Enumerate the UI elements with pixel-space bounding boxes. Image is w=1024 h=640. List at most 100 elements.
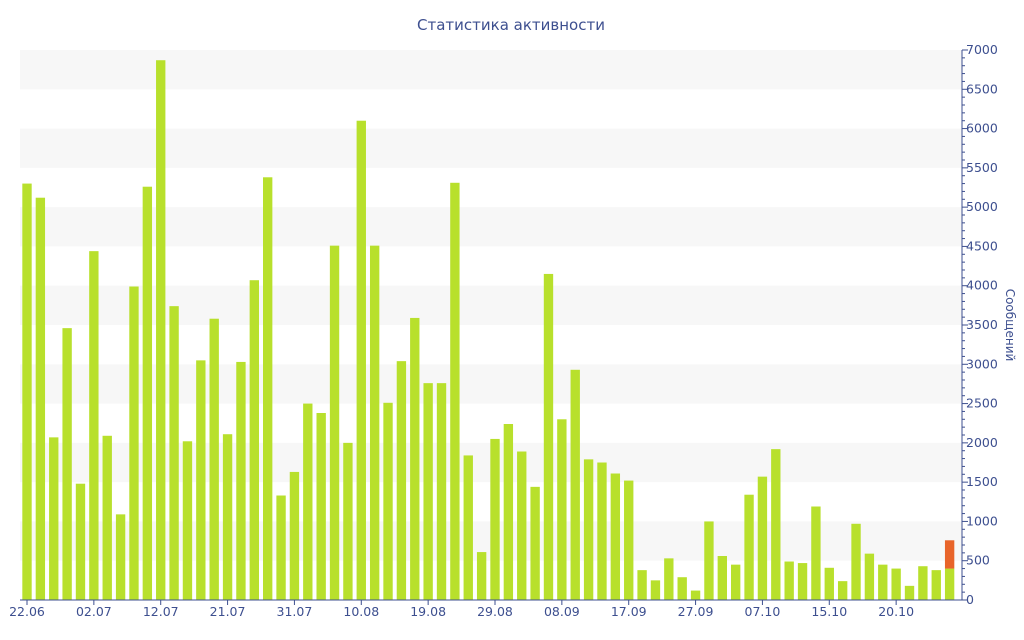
x-tick-label: 19.08 [410,604,446,619]
x-tick-label: 20.10 [878,604,914,619]
bar [410,317,420,600]
bar [797,563,808,600]
bar [530,486,540,600]
bar [490,438,500,600]
x-tick-label: 31.07 [277,604,313,619]
bar [878,564,888,600]
bar [543,273,554,600]
y-axis-title: Сообщений [1003,289,1017,362]
y-tick-label: 6500 [966,81,998,96]
bar [837,581,848,600]
bar [664,558,674,600]
y-tick-label: 6000 [966,121,998,136]
bar [717,556,727,600]
bar [851,523,861,600]
y-tick-label: 5000 [966,199,998,214]
bar [209,318,219,600]
bar [931,570,941,600]
y-tick-label: 5500 [966,160,998,175]
bar [22,183,32,601]
bar [196,360,206,600]
x-tick-label: 10.08 [343,604,379,619]
bar [784,561,794,600]
y-tick-label: 7000 [966,42,998,57]
bar-highlight [944,540,955,569]
bar [49,437,59,600]
bar [423,383,433,600]
y-axis: 0 500 1000 1500 2000 2500 3000 3500 4000 4500 5000… [961,42,998,607]
x-tick-label: 08.09 [544,604,580,619]
x-tick-label: 07.10 [745,604,781,619]
bar [904,585,915,600]
grid-band [20,50,962,90]
bar [650,580,661,600]
y-tick-label: 3500 [966,317,998,332]
bar [624,480,634,600]
grid-band [20,128,962,168]
x-axis: 22.06 02.07 12.07 21.07 31.07 10.08 19.08 29.08… [9,599,962,619]
bars-group [22,60,955,601]
bar [463,455,473,600]
bar [811,506,821,600]
bar [570,369,580,600]
grid-band [20,207,962,247]
y-tick-label: 2000 [966,435,998,450]
bar [517,451,527,600]
bar [62,328,72,600]
bar [329,245,340,600]
bar [557,419,567,600]
bar [115,514,126,600]
bar [771,449,781,600]
bar [918,566,928,600]
bar [343,442,353,600]
y-tick-label: 1500 [966,474,998,489]
bar [944,568,955,600]
bar [156,60,166,600]
bar [864,553,875,600]
bar [222,434,233,600]
x-tick-label: 12.07 [143,604,179,619]
bar [89,251,99,600]
bar [436,383,447,600]
y-tick-label: 0 [966,592,974,607]
bar [356,120,366,600]
grid-bands [20,50,962,561]
bar [102,435,112,600]
bar [731,564,741,600]
bar [476,552,487,600]
bar [704,521,714,600]
bar [757,476,768,600]
y-tick-label: 4500 [966,238,998,253]
x-tick-label: 17.09 [611,604,647,619]
bar [169,306,179,600]
y-tick-label: 500 [966,553,990,568]
bar [597,462,607,600]
bar [35,197,46,600]
bar [129,286,139,600]
bar [396,361,407,600]
chart-title: Статистика активности [417,16,605,34]
bar [182,441,193,600]
bar [276,495,286,600]
bar [610,473,621,600]
bar [263,177,273,601]
x-tick-label: 15.10 [811,604,847,619]
y-tick-label: 1000 [966,513,998,528]
bar [450,182,460,601]
bar [583,459,594,600]
x-tick-label: 21.07 [210,604,246,619]
x-tick-label: 02.07 [76,604,112,619]
bar [249,280,259,600]
bar [236,361,246,600]
bar [891,568,901,600]
bar [289,471,300,600]
bar [142,186,153,600]
y-tick-label: 4000 [966,278,998,293]
bar [503,424,514,600]
x-tick-label: 29.08 [477,604,513,619]
bar [383,402,393,600]
bar [637,570,647,600]
bar [824,567,834,600]
bar [677,577,687,600]
